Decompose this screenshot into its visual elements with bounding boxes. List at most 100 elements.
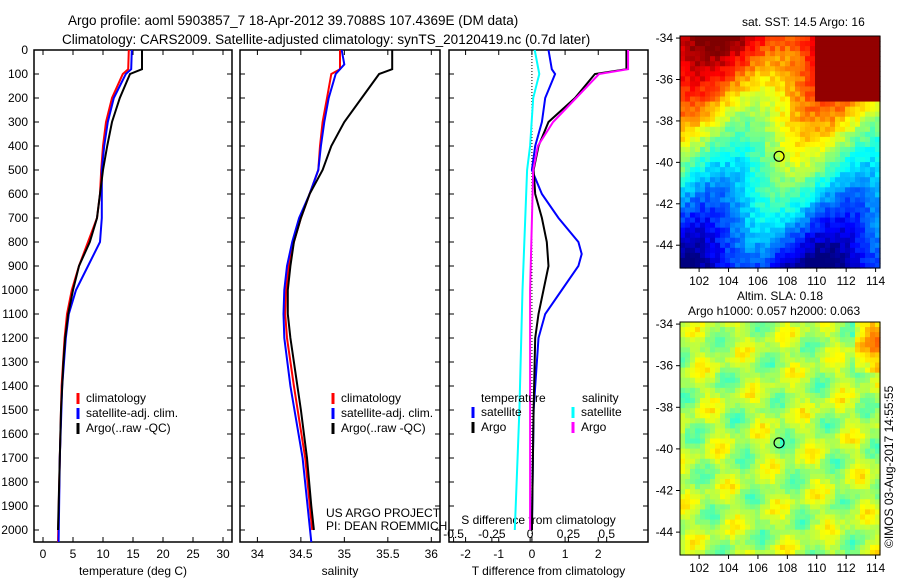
map-cell xyxy=(700,382,706,389)
map-cell xyxy=(705,202,711,209)
map-cell xyxy=(870,392,876,399)
map-cell xyxy=(830,322,836,328)
map-cell xyxy=(780,217,786,224)
map-cell xyxy=(710,428,716,435)
map-cell xyxy=(825,212,831,219)
map-cell xyxy=(750,146,756,153)
map-cell xyxy=(700,322,706,328)
map-cell xyxy=(815,403,821,409)
map-cell xyxy=(745,539,751,546)
map-cell xyxy=(750,499,756,505)
map-cell xyxy=(740,232,746,239)
map-cell xyxy=(705,126,711,133)
map-cell xyxy=(785,423,791,429)
map-cell xyxy=(825,494,831,500)
map-cell xyxy=(835,387,841,394)
map-cell xyxy=(715,499,721,505)
map-cell xyxy=(725,262,731,269)
map-cell xyxy=(810,252,816,259)
map-cell xyxy=(755,413,761,419)
map-cell xyxy=(790,202,796,209)
map-cell xyxy=(845,534,851,541)
map-cell xyxy=(795,524,801,531)
map-cell xyxy=(840,66,846,72)
map-cell xyxy=(815,247,821,254)
map-cell xyxy=(715,403,721,409)
map-cell xyxy=(840,479,846,485)
depth-tick-label: 200 xyxy=(8,91,28,105)
map-cell xyxy=(820,342,826,348)
map-cell xyxy=(700,101,706,108)
map-cell xyxy=(740,222,746,229)
map-cell xyxy=(760,494,766,500)
map-cell xyxy=(830,101,836,108)
map-cell xyxy=(845,197,851,204)
map-cell xyxy=(840,152,846,158)
map-cell xyxy=(865,41,871,47)
map-cell xyxy=(740,534,746,541)
map-cell xyxy=(690,413,696,419)
map-cell xyxy=(875,116,881,123)
map-cell xyxy=(840,202,846,209)
map-cell xyxy=(765,453,771,460)
map-cell xyxy=(790,544,796,551)
map-cell xyxy=(805,192,811,198)
map-cell xyxy=(805,357,811,364)
map-cell xyxy=(820,46,826,52)
map-cell xyxy=(850,337,856,343)
map-cell xyxy=(815,36,821,42)
map-cell xyxy=(740,367,746,374)
map-cell xyxy=(720,392,726,399)
map-cell xyxy=(855,167,861,173)
map-cell xyxy=(860,187,866,193)
map-cell xyxy=(705,177,711,183)
map-cell xyxy=(735,247,741,254)
map-cell xyxy=(720,51,726,57)
map-cell xyxy=(785,192,791,198)
map-cell xyxy=(700,453,706,460)
map-cell xyxy=(735,101,741,108)
map-cell xyxy=(715,473,721,480)
map-cell xyxy=(725,81,731,88)
map-cell xyxy=(810,187,816,193)
map-cell xyxy=(820,367,826,374)
map-cell xyxy=(690,332,696,338)
map-cell xyxy=(790,327,796,333)
map-cell xyxy=(740,463,746,470)
map-cell xyxy=(790,534,796,541)
map-cell xyxy=(700,202,706,209)
map-cell xyxy=(790,257,796,264)
map-cell xyxy=(725,202,731,209)
map-cell xyxy=(790,121,796,128)
map-cell xyxy=(860,423,866,429)
map-cell xyxy=(680,423,686,429)
map-cell xyxy=(795,484,801,490)
map-cell xyxy=(850,494,856,500)
map-cell xyxy=(695,468,701,475)
map-cell xyxy=(830,157,836,163)
map-cell xyxy=(685,463,691,470)
map-cell xyxy=(875,504,881,511)
map-cell xyxy=(690,242,696,249)
map-cell xyxy=(735,71,741,77)
map-cell xyxy=(850,408,856,414)
map-cell xyxy=(760,509,766,516)
map-cell xyxy=(865,519,871,526)
map-cell xyxy=(775,167,781,173)
map-cell xyxy=(830,327,836,333)
map-cell xyxy=(870,327,876,333)
map-cell xyxy=(795,222,801,229)
map-cell xyxy=(875,232,881,239)
map-cell xyxy=(865,61,871,67)
map-cell xyxy=(685,157,691,163)
map-cell xyxy=(780,347,786,353)
map-cell xyxy=(800,222,806,229)
map-cell xyxy=(810,212,816,219)
map-cell xyxy=(720,41,726,47)
map-cell xyxy=(820,549,826,556)
map-cell xyxy=(860,453,866,460)
map-cell xyxy=(765,479,771,485)
map-cell xyxy=(845,182,851,188)
map-cell xyxy=(760,136,766,143)
map-cell xyxy=(715,237,721,244)
